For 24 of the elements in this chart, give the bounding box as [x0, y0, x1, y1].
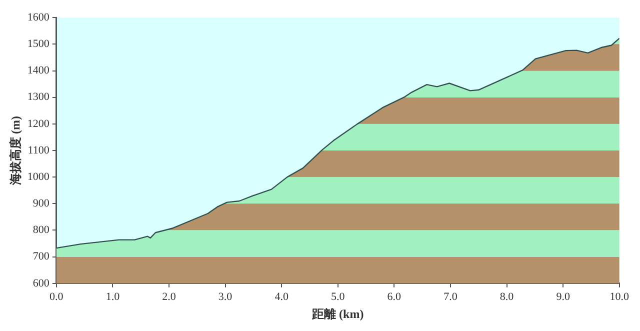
x-tick-label: 8.0 [500, 290, 514, 303]
x-tick-label: 7.0 [444, 290, 458, 303]
y-tick-label: 1400 [27, 64, 50, 77]
x-tick-label: 1.0 [106, 290, 120, 303]
x-tick-label: 0.0 [50, 290, 64, 303]
y-tick-label: 1100 [28, 144, 50, 156]
x-tick-label: 9.0 [556, 290, 570, 303]
y-tick-label: 1500 [27, 38, 50, 50]
y-tick-label: 700 [32, 250, 50, 263]
y-tick-label: 1000 [27, 170, 50, 183]
y-tick-label: 900 [32, 198, 50, 210]
x-tick-label: 3.0 [218, 290, 233, 303]
x-tick-label: 2.0 [162, 290, 176, 303]
y-tick-label: 1300 [27, 91, 50, 104]
y-tick-label: 600 [32, 277, 50, 290]
y-axis-title: 海拔高度 (m) [8, 116, 22, 186]
x-tick-label: 4.0 [274, 290, 289, 303]
y-tick-label: 1200 [27, 118, 50, 130]
x-tick-label: 5.0 [331, 290, 346, 303]
x-tick-label: 6.0 [387, 290, 402, 303]
y-tick-label: 1600 [27, 11, 50, 24]
x-axis-title: 距離 (km) [311, 306, 364, 321]
y-tick-label: 800 [32, 224, 50, 236]
x-tick-label: 10.0 [610, 290, 630, 303]
